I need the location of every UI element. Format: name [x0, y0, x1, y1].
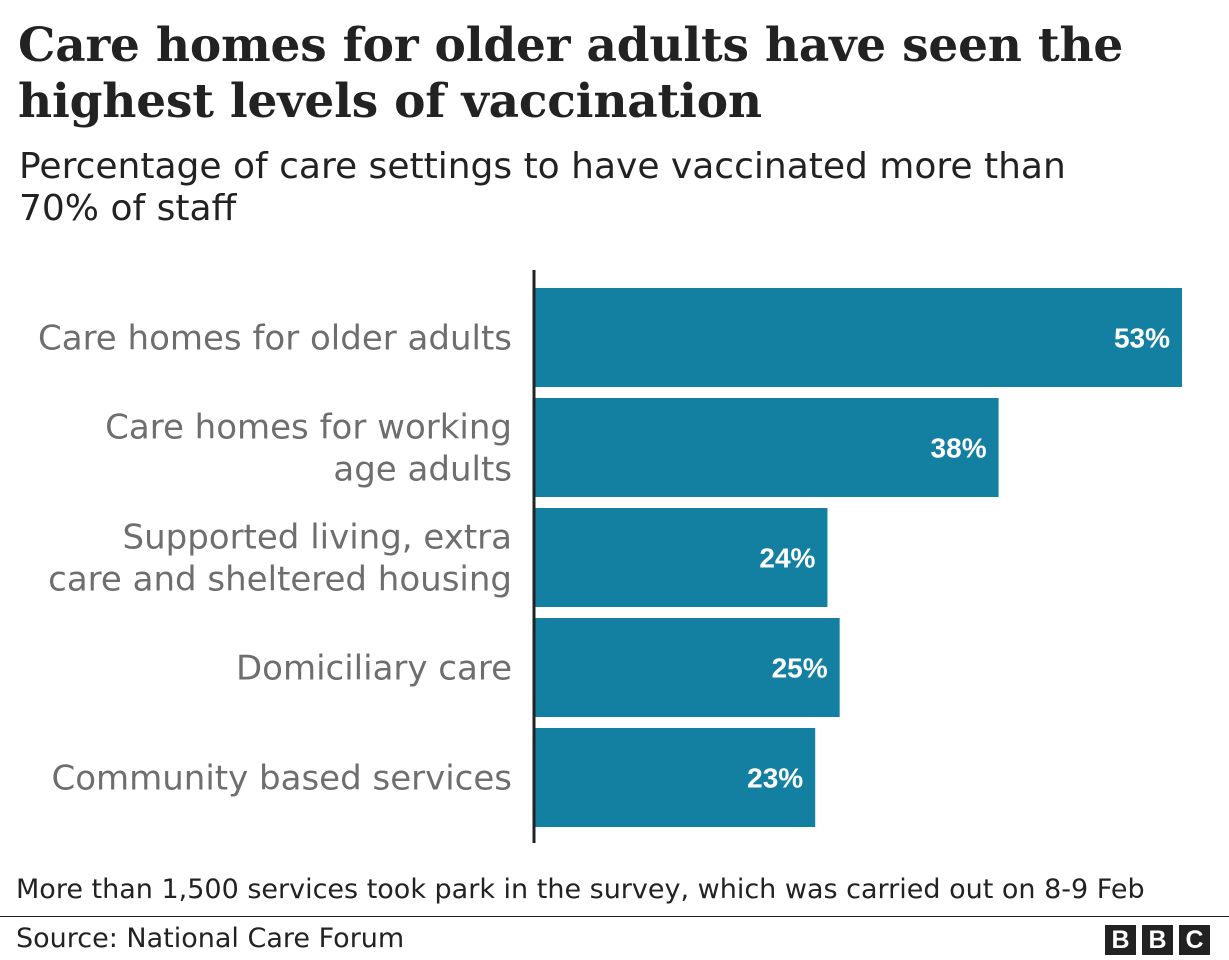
category-label-1: Care homes for older adults — [38, 319, 512, 359]
value-label-1: 53% — [1114, 323, 1170, 354]
bbc-logo-letter-2: B — [1142, 925, 1173, 955]
category-label-2-line-2: age adults — [333, 450, 512, 490]
category-label-3-line-2: care and sheltered housing — [48, 560, 512, 600]
bbc-logo-letter-3: C — [1179, 925, 1210, 955]
value-label-5: 23% — [747, 763, 803, 794]
survey-note: More than 1,500 services took park in th… — [16, 874, 1145, 905]
value-label-2: 38% — [931, 433, 987, 464]
value-label-3: 24% — [759, 543, 815, 574]
bar-1 — [534, 288, 1182, 387]
category-label-2-line-1: Care homes for working — [105, 408, 512, 448]
footer-divider — [0, 916, 1229, 917]
source-text: Source: National Care Forum — [16, 923, 405, 954]
bbc-logo-letter-1: B — [1105, 925, 1136, 955]
bar-2 — [534, 398, 999, 497]
category-label-3-line-1: Supported living, extra — [122, 518, 512, 558]
chart-title: Care homes for older adults have seen th… — [18, 18, 1124, 129]
bbc-logo: B B C — [1105, 925, 1210, 955]
category-label-5: Community based services — [51, 759, 512, 799]
chart-subtitle: Percentage of care settings to have vacc… — [19, 146, 1066, 229]
bar-5 — [534, 728, 816, 827]
bar-chart: 53% Care homes for older adults 38% Care ho… — [38, 270, 1182, 843]
bar-4 — [534, 618, 840, 717]
category-label-4: Domiciliary care — [236, 649, 512, 689]
bar-3 — [534, 508, 828, 607]
value-label-4: 25% — [772, 653, 828, 684]
